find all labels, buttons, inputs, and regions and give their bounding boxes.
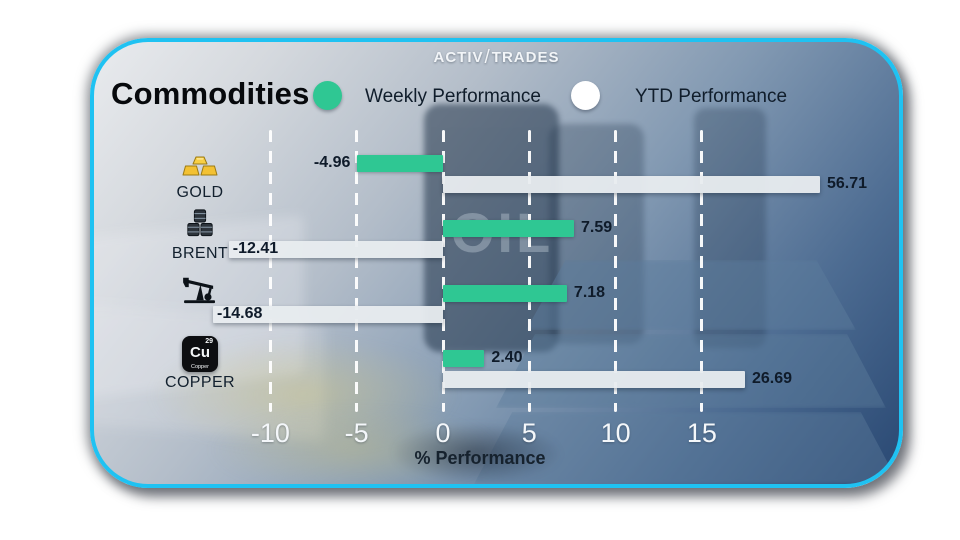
oil-pump-jack-icon — [182, 274, 218, 309]
commodities-performance-card: OIL Activ/Trades Commodities Weekly Perf… — [90, 38, 903, 488]
gridline-dashed — [268, 130, 272, 412]
weekly-bar — [443, 220, 574, 237]
weekly-bar — [443, 350, 485, 367]
copper-element-icon: 29 Cu Copper — [182, 336, 218, 372]
gridline-dashed — [614, 130, 618, 412]
bar-value-label: 26.69 — [752, 370, 793, 387]
ytd-bar — [443, 176, 820, 193]
oil-barrels-icon — [185, 208, 215, 243]
commodity-icon-cell — [154, 274, 246, 332]
commodity-label: COPPER — [165, 374, 235, 391]
x-tick-label: 5 — [521, 418, 537, 448]
gridline-dashed — [527, 130, 531, 412]
weekly-bar — [443, 285, 567, 302]
gridline-dashed — [355, 130, 359, 412]
weekly-legend-dot-icon — [313, 81, 342, 110]
copper-name: Copper — [190, 364, 210, 370]
bar-value-label: 7.18 — [573, 284, 606, 301]
bar-value-label: -4.96 — [313, 154, 351, 171]
commodity-icon-cell: 29 Cu Copper COPPER — [154, 336, 246, 394]
ytd-bar — [213, 306, 443, 323]
ytd-bar — [443, 371, 745, 388]
activtrades-logo: Activ/Trades — [433, 47, 560, 68]
bar-value-label: -14.68 — [217, 305, 263, 322]
weekly-legend-label: Weekly Performance — [365, 86, 541, 107]
gridline-dashed — [441, 130, 445, 412]
x-tick-label: 10 — [600, 418, 631, 448]
bar-value-label: -12.41 — [232, 240, 279, 257]
commodity-label: GOLD — [176, 184, 224, 201]
x-tick-label: 15 — [686, 418, 717, 448]
weekly-bar — [357, 155, 443, 172]
ytd-legend-dot-icon — [571, 81, 600, 110]
chart-title: Commodities — [111, 76, 310, 111]
x-tick-label: 0 — [435, 418, 451, 448]
ytd-bar — [228, 241, 443, 258]
commodity-icon-cell: GOLD — [154, 154, 246, 212]
gridline-dashed — [700, 130, 704, 412]
gold-bars-icon — [182, 154, 218, 182]
commodity-label: BRENT — [171, 245, 229, 262]
bar-value-label: 7.59 — [581, 219, 613, 236]
brand-slash-icon: / — [484, 47, 491, 68]
ytd-legend-label: YTD Performance — [635, 86, 788, 107]
x-tick-label: -10 — [250, 418, 290, 448]
bar-value-label: 2.40 — [491, 349, 523, 366]
x-tick-label: -5 — [344, 418, 369, 448]
commodity-icon-cell: BRENT — [154, 208, 246, 266]
bar-value-label: 56.71 — [827, 175, 868, 192]
x-axis-title: % Performance — [414, 448, 546, 468]
copper-symbol: Cu — [190, 344, 210, 361]
